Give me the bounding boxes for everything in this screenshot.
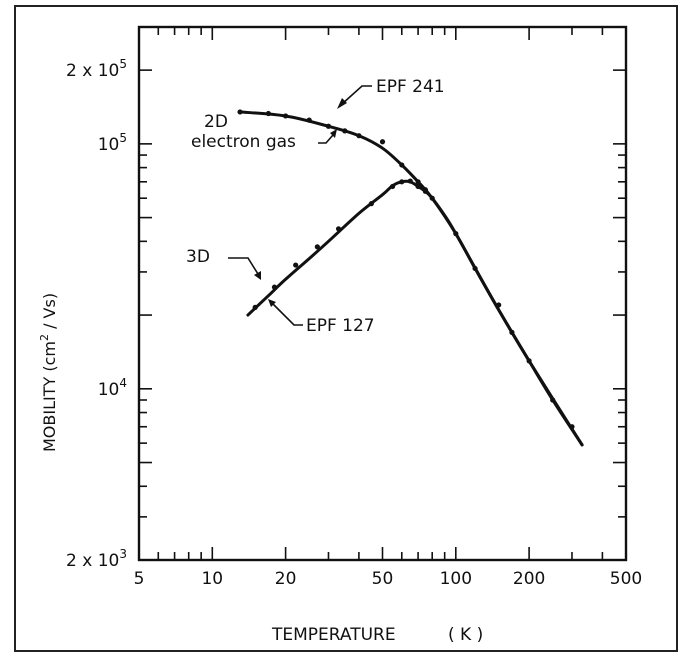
data-point-epf-241 bbox=[429, 195, 435, 201]
data-point-epf-127 bbox=[368, 201, 374, 207]
series-curves bbox=[238, 110, 584, 447]
x-tick-label: 10 bbox=[201, 569, 223, 589]
plot-frame bbox=[137, 25, 628, 562]
data-point-epf-127 bbox=[399, 179, 405, 185]
data-point-epf-241 bbox=[569, 424, 575, 430]
x-tick-label: 20 bbox=[275, 569, 297, 589]
y-tick-label: 104 bbox=[98, 376, 127, 400]
data-point-epf-127 bbox=[314, 244, 320, 250]
data-point-epf-241 bbox=[306, 117, 312, 123]
annotation-electron-gas: electron gas bbox=[191, 132, 296, 152]
electron-gas-leader bbox=[318, 134, 334, 144]
epf127-arrowhead bbox=[268, 299, 276, 307]
3d-leader bbox=[228, 257, 259, 275]
data-point-epf-241 bbox=[237, 109, 243, 115]
x-tick-label: 500 bbox=[610, 569, 642, 589]
data-point-epf-127 bbox=[293, 262, 299, 268]
data-point-epf-241 bbox=[526, 358, 532, 364]
y-axis-unit-superscript: 2 bbox=[38, 334, 51, 341]
data-point-epf-241 bbox=[356, 133, 362, 139]
x-axis-unit: ( K ) bbox=[448, 625, 483, 645]
x-tick-labels: 5 10 20 50 100 200 500 bbox=[134, 569, 643, 589]
axis-ticks bbox=[138, 26, 627, 561]
epf241-leader bbox=[341, 85, 372, 105]
y-tick-labels: 2 x 103 104 105 2 x 105 bbox=[66, 57, 127, 571]
x-tick-label: 50 bbox=[372, 569, 394, 589]
data-point-epf-127 bbox=[407, 178, 413, 184]
annotation-2d: 2D bbox=[204, 112, 228, 132]
data-point-epf-241 bbox=[379, 139, 386, 145]
x-axis-title: TEMPERATURE bbox=[271, 625, 396, 645]
x-tick-label: 100 bbox=[440, 569, 472, 589]
annotation-leaders bbox=[228, 85, 372, 326]
data-point-epf-241 bbox=[472, 265, 478, 272]
data-point-epf-241 bbox=[550, 397, 556, 403]
y-tick-label: 2 x 105 bbox=[66, 57, 127, 81]
epf127-leader bbox=[272, 303, 303, 326]
data-point-epf-241 bbox=[496, 302, 502, 308]
series-line-epf-241 bbox=[238, 110, 584, 447]
x-tick-label: 200 bbox=[513, 569, 545, 589]
annotation-3d: 3D bbox=[186, 247, 210, 267]
3d-arrowhead bbox=[254, 271, 261, 280]
series-line-epf-127 bbox=[246, 179, 584, 447]
annotation-epf127: EPF 127 bbox=[306, 316, 375, 336]
y-tick-label: 105 bbox=[98, 131, 127, 155]
annotation-epf241: EPF 241 bbox=[376, 77, 445, 97]
x-tick-label: 5 bbox=[134, 569, 145, 589]
data-point-epf-241 bbox=[283, 113, 289, 119]
data-point-epf-127 bbox=[252, 304, 258, 310]
data-point-epf-241 bbox=[509, 329, 515, 335]
data-point-epf-241 bbox=[265, 110, 272, 117]
figure-border bbox=[14, 5, 678, 652]
data-point-epf-127 bbox=[422, 188, 428, 194]
y-tick-label: 2 x 103 bbox=[66, 547, 127, 571]
data-point-epf-241 bbox=[399, 162, 405, 168]
electron-gas-arrowhead bbox=[330, 129, 337, 138]
data-point-epf-127 bbox=[415, 183, 421, 190]
data-point-epf-241 bbox=[325, 123, 332, 129]
epf241-arrowhead bbox=[337, 98, 347, 109]
data-point-epf-127 bbox=[335, 226, 342, 232]
data-point-epf-241 bbox=[415, 179, 421, 185]
data-points bbox=[237, 109, 575, 430]
data-point-epf-127 bbox=[389, 183, 396, 190]
data-point-epf-241 bbox=[453, 231, 459, 237]
y-axis-title: MOBILITY (cm2 / Vs) bbox=[38, 293, 59, 452]
data-point-epf-127 bbox=[271, 284, 278, 290]
data-point-epf-241 bbox=[342, 128, 348, 134]
